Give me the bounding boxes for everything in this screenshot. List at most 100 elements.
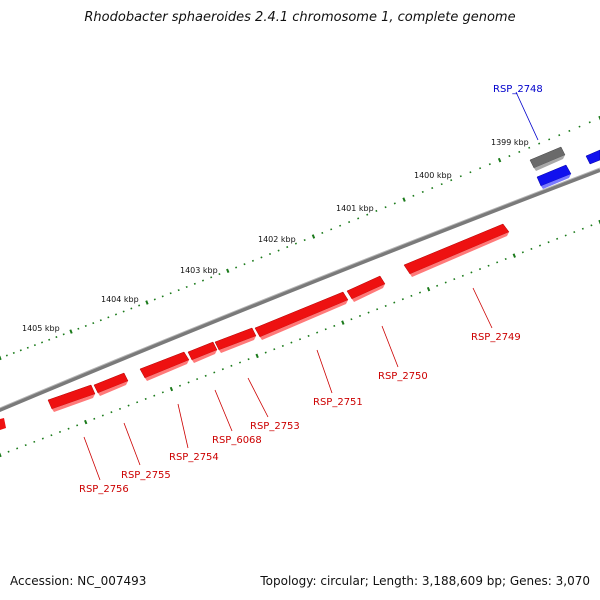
outer-tick-31 (235, 266, 238, 269)
inner-tick-39 (333, 324, 336, 327)
leader-rsp-2748 (515, 91, 539, 141)
leader-rsp-2749 (472, 287, 493, 329)
outer-tick-45 (357, 217, 360, 220)
gene-label-rsp-2751[interactable]: RSP_2751 (313, 397, 363, 408)
outer-tick-14 (99, 319, 102, 322)
outer-tick-48 (384, 206, 387, 209)
outer-tick-18 (130, 307, 133, 310)
outer-tick-27 (201, 279, 205, 282)
gene-label-rsp-2754[interactable]: RSP_2754 (169, 452, 219, 463)
outer-tick-52 (421, 190, 424, 193)
outer-tick-59 (488, 163, 491, 166)
outer-tick-49 (393, 202, 396, 205)
gene-label-rsp-2753[interactable]: RSP_2753 (250, 421, 300, 432)
outer-tick-7 (48, 338, 51, 341)
gene-block-rsp-2750-shadow (352, 284, 385, 302)
outer-tick-68 (578, 125, 581, 128)
outer-tick-28 (210, 276, 213, 279)
inner-tick-0 (0, 452, 2, 458)
outer-tick-47 (375, 209, 378, 213)
outer-tick-24 (177, 289, 180, 292)
outer-tick-22 (161, 295, 164, 298)
inner-tick-8 (67, 427, 70, 430)
inner-tick-28 (238, 361, 242, 364)
gene-label-rsp-6068[interactable]: RSP_6068 (212, 435, 262, 446)
inner-tick-48 (410, 294, 413, 297)
leader-rsp-6068 (214, 389, 233, 432)
outer-tick-38 (294, 242, 297, 245)
gene-block-rsp-2755-shadow (98, 381, 128, 396)
scale-label-1404: 1404 kbp (101, 295, 139, 304)
gene-label-rsp-2756[interactable]: RSP_2756 (79, 484, 129, 495)
outer-tick-58 (479, 167, 482, 170)
chromosome-backbone-highlight (0, 167, 600, 409)
outer-tick-41 (321, 231, 324, 234)
outer-tick-8 (55, 336, 58, 339)
inner-tick-32 (273, 348, 276, 351)
leader-rsp-2750 (381, 325, 399, 368)
gene-block-rsp-2748-shadow (541, 174, 571, 189)
inner-tick-44 (376, 308, 379, 311)
inner-tick-49 (418, 291, 422, 294)
leader-rsp-2751 (316, 349, 333, 394)
outer-tick-21 (153, 298, 156, 301)
outer-tick-50 (402, 197, 406, 202)
inner-tick-59 (504, 257, 507, 261)
inner-tick-57 (487, 264, 490, 267)
inner-tick-18 (153, 394, 156, 397)
gene-blocks (0, 146, 600, 430)
inner-tick-53 (453, 278, 456, 281)
inner-tick-17 (144, 397, 147, 401)
inner-tick-1 (7, 450, 10, 453)
inner-tick-52 (444, 281, 447, 284)
outer-tick-23 (169, 292, 172, 295)
inner-tick-34 (290, 341, 293, 344)
outer-tick-57 (469, 171, 472, 174)
outer-tick-4 (26, 346, 29, 349)
inner-tick-46 (393, 301, 396, 304)
outer-tick-61 (508, 154, 511, 158)
chromosome-backbone (0, 168, 600, 413)
scale-label-1400: 1400 kbp (414, 171, 452, 180)
gene-label-rsp-2748[interactable]: RSP_2748 (493, 84, 543, 95)
outer-tick-0 (0, 355, 2, 361)
gene-label-rsp-2749[interactable]: RSP_2749 (471, 332, 521, 343)
inner-tick-21 (178, 384, 182, 387)
outer-tick-30 (226, 268, 230, 274)
outer-tick-62 (518, 150, 521, 153)
outer-tick-19 (138, 304, 141, 307)
outer-tick-25 (185, 285, 188, 289)
inner-tick-7 (58, 430, 62, 434)
gene-block-gray-shadow (534, 155, 565, 171)
outer-tick-53 (431, 187, 434, 190)
inner-tick-10 (84, 419, 88, 425)
gene-block-rsp-2749[interactable] (403, 223, 510, 275)
inner-tick-33 (281, 344, 284, 347)
outer-tick-11 (77, 327, 80, 330)
inner-tick-62 (530, 247, 533, 250)
inner-tick-19 (161, 391, 164, 394)
gene-label-rsp-2750[interactable]: RSP_2750 (378, 371, 428, 382)
outer-tick-66 (558, 134, 561, 137)
inner-tick-37 (316, 331, 319, 334)
inner-tick-12 (101, 414, 104, 417)
inner-tick-14 (118, 407, 122, 410)
inner-tick-65 (556, 237, 559, 240)
inner-tick-67 (573, 231, 576, 234)
gene-block-edge-left (0, 418, 6, 430)
inner-tick-63 (538, 244, 542, 247)
outer-tick-36 (277, 249, 280, 252)
outer-tick-3 (19, 349, 22, 352)
leader-rsp-2754 (177, 403, 189, 449)
inner-tick-25 (213, 371, 216, 374)
leader-rsp-2755 (123, 422, 141, 466)
map-title: Rhodobacter sphaeroides 2.4.1 chromosome… (84, 10, 516, 25)
gene-label-rsp-2755[interactable]: RSP_2755 (121, 470, 171, 481)
leader-rsp-2753 (247, 377, 269, 418)
scale-label-1399: 1399 kbp (491, 138, 529, 147)
outer-tick-64 (538, 142, 541, 145)
inner-tick-15 (127, 404, 130, 407)
outer-tick-5 (33, 344, 36, 347)
outer-tick-65 (548, 138, 551, 141)
